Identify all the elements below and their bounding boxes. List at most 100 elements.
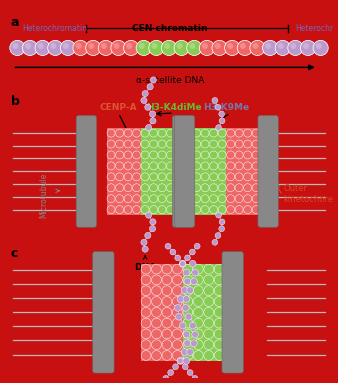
Circle shape [193, 275, 203, 285]
Circle shape [158, 129, 166, 137]
Circle shape [116, 184, 124, 192]
Circle shape [235, 162, 243, 170]
Circle shape [183, 286, 193, 296]
Circle shape [151, 43, 158, 49]
Circle shape [162, 40, 176, 56]
Circle shape [235, 151, 243, 159]
Circle shape [244, 195, 251, 203]
Circle shape [204, 308, 214, 317]
Circle shape [252, 195, 260, 203]
Circle shape [202, 43, 208, 49]
Circle shape [193, 318, 203, 328]
Circle shape [107, 129, 115, 137]
Circle shape [210, 184, 218, 192]
Circle shape [191, 278, 197, 285]
Circle shape [210, 151, 218, 159]
Circle shape [73, 40, 88, 56]
Circle shape [235, 140, 243, 148]
Circle shape [141, 162, 149, 170]
Circle shape [240, 43, 246, 49]
Circle shape [216, 125, 221, 131]
Circle shape [162, 340, 172, 350]
Circle shape [141, 308, 151, 317]
Circle shape [76, 43, 82, 49]
Circle shape [10, 40, 25, 56]
Circle shape [149, 111, 155, 117]
Circle shape [244, 162, 251, 170]
Text: Heterochr: Heterochr [295, 24, 334, 33]
Text: a: a [10, 16, 19, 29]
Circle shape [145, 212, 152, 218]
Circle shape [172, 296, 182, 306]
Circle shape [172, 340, 182, 350]
Circle shape [162, 296, 172, 306]
Circle shape [114, 43, 120, 49]
Circle shape [158, 140, 166, 148]
Text: H3-K4diMe: H3-K4diMe [146, 103, 202, 112]
Circle shape [252, 162, 260, 170]
Circle shape [193, 151, 200, 159]
Bar [141, 264, 183, 361]
Circle shape [204, 286, 214, 296]
Circle shape [201, 184, 209, 192]
Circle shape [141, 239, 147, 246]
Text: CENP-A: CENP-A [100, 103, 137, 112]
Circle shape [151, 318, 162, 328]
Circle shape [132, 195, 141, 203]
Circle shape [263, 40, 278, 56]
Circle shape [226, 129, 235, 137]
Circle shape [165, 243, 171, 249]
Circle shape [244, 184, 251, 192]
Text: CEN chromatin: CEN chromatin [132, 24, 208, 33]
Circle shape [193, 173, 200, 181]
Circle shape [218, 206, 226, 214]
Circle shape [244, 151, 251, 159]
Circle shape [150, 151, 158, 159]
Circle shape [158, 184, 166, 192]
Circle shape [116, 151, 124, 159]
Circle shape [218, 173, 226, 181]
Circle shape [303, 43, 309, 49]
Circle shape [124, 129, 132, 137]
Circle shape [180, 261, 186, 267]
Circle shape [145, 232, 151, 239]
Circle shape [162, 318, 172, 328]
Circle shape [212, 98, 218, 103]
Circle shape [193, 162, 200, 170]
Circle shape [151, 329, 162, 339]
Circle shape [183, 275, 193, 285]
FancyBboxPatch shape [76, 116, 97, 227]
Circle shape [182, 364, 188, 370]
Circle shape [201, 206, 209, 214]
Circle shape [252, 206, 260, 214]
Circle shape [201, 151, 209, 159]
Circle shape [172, 286, 182, 296]
Circle shape [235, 184, 243, 192]
Circle shape [218, 151, 226, 159]
Text: H3-K9Me: H3-K9Me [203, 103, 249, 112]
Circle shape [141, 264, 151, 274]
Circle shape [185, 313, 192, 320]
Circle shape [116, 162, 124, 170]
Circle shape [193, 308, 203, 317]
Circle shape [226, 173, 235, 181]
Circle shape [107, 140, 115, 148]
Circle shape [177, 357, 184, 364]
Circle shape [204, 264, 214, 274]
Circle shape [184, 278, 191, 285]
Circle shape [141, 340, 151, 350]
Circle shape [201, 129, 209, 137]
Circle shape [237, 40, 252, 56]
Circle shape [107, 162, 115, 170]
Circle shape [215, 104, 221, 110]
Circle shape [150, 162, 158, 170]
Circle shape [204, 329, 214, 339]
Circle shape [179, 260, 186, 267]
Circle shape [149, 40, 164, 56]
Circle shape [183, 350, 193, 360]
Circle shape [150, 140, 158, 148]
Circle shape [214, 340, 224, 350]
Circle shape [177, 358, 183, 364]
Circle shape [151, 275, 162, 285]
Circle shape [167, 140, 174, 148]
